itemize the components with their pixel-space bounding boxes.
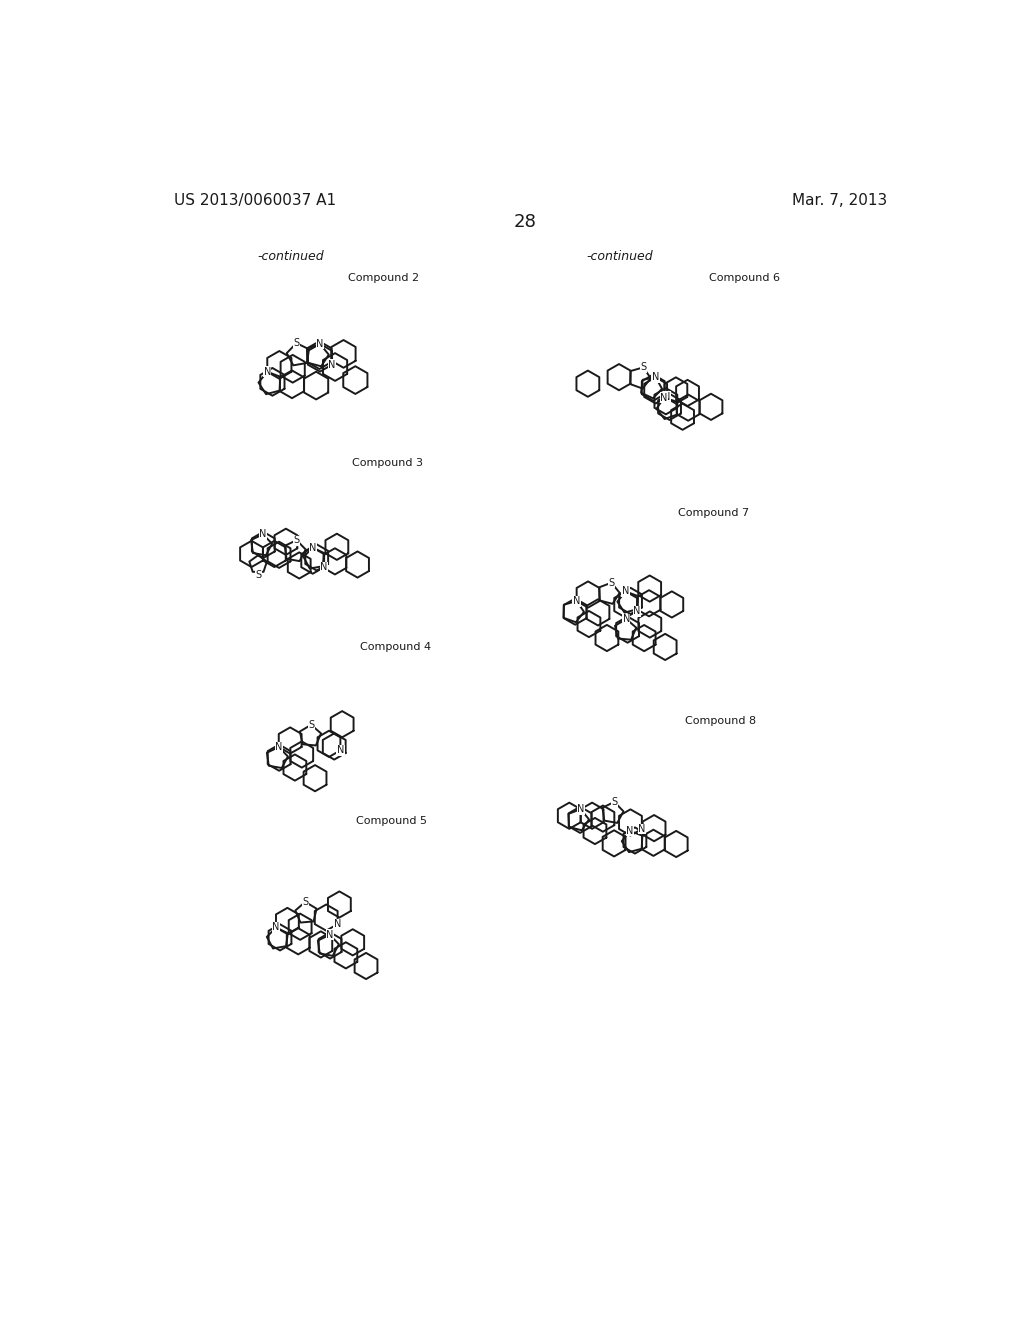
Text: N: N: [272, 923, 280, 932]
Text: Compound 3: Compound 3: [352, 458, 423, 467]
Text: N: N: [316, 339, 324, 348]
Text: Compound 8: Compound 8: [685, 715, 757, 726]
Text: S: S: [255, 570, 261, 579]
Text: N: N: [329, 359, 336, 370]
Text: S: S: [308, 719, 314, 730]
Text: S: S: [640, 363, 646, 372]
Text: -continued: -continued: [257, 251, 324, 264]
Text: N: N: [573, 597, 581, 606]
Text: S: S: [294, 338, 299, 348]
Text: N: N: [660, 393, 668, 403]
Text: N: N: [623, 614, 630, 624]
Text: N: N: [275, 742, 283, 752]
Text: S: S: [294, 535, 300, 545]
Text: N: N: [334, 919, 341, 929]
Text: N: N: [259, 529, 266, 540]
Text: Compound 5: Compound 5: [356, 816, 427, 825]
Text: N: N: [326, 929, 334, 940]
Text: N: N: [664, 392, 671, 401]
Text: -continued: -continued: [587, 251, 653, 264]
Text: N: N: [638, 824, 645, 834]
Text: US 2013/0060037 A1: US 2013/0060037 A1: [174, 193, 337, 209]
Text: Compound 4: Compound 4: [359, 643, 431, 652]
Text: S: S: [302, 896, 308, 907]
Text: S: S: [611, 797, 617, 807]
Text: N: N: [622, 586, 630, 597]
Text: N: N: [652, 372, 659, 383]
Text: Mar. 7, 2013: Mar. 7, 2013: [793, 193, 888, 209]
Text: S: S: [608, 578, 614, 587]
Text: N: N: [634, 606, 641, 616]
Text: N: N: [321, 562, 328, 572]
Text: Compound 7: Compound 7: [678, 508, 749, 517]
Text: N: N: [577, 804, 585, 814]
Text: N: N: [263, 367, 271, 376]
Text: Compound 2: Compound 2: [348, 273, 419, 282]
Text: 28: 28: [513, 213, 537, 231]
Text: N: N: [627, 826, 634, 836]
Text: N: N: [309, 543, 316, 553]
Text: N: N: [337, 746, 344, 755]
Text: Compound 6: Compound 6: [709, 273, 779, 282]
